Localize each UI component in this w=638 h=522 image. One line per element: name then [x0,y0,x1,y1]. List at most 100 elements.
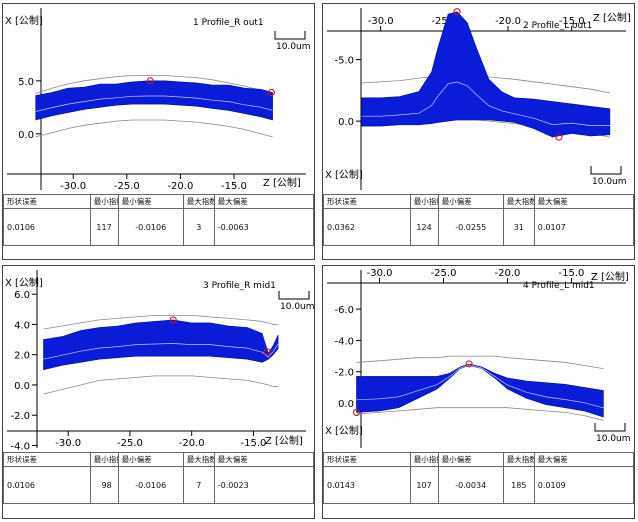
min-deviation-value: -0.0106 [117,466,184,504]
stat-header: 最大指数 [502,194,535,209]
stat-header: 最大偏差 [213,194,315,209]
x-tick-label: -30.0 [367,268,393,279]
y-tick-label: 0.0 [338,117,354,128]
y-tick-label: 6.0 [14,290,30,301]
stats-table: 形状误差 最小指数 最小偏差 最大指数 最大偏差 0.0362 124 -0.0… [323,194,635,259]
x-tick-label: -25.0 [117,438,143,449]
y-tick-label: -2.0 [334,368,354,379]
y-tick-label: 2.0 [14,351,30,362]
stats-table: 形状误差 最小指数 最小偏差 最大指数 最大偏差 0.0106 98 -0.01… [3,452,315,518]
profile-deviation-band [356,363,604,418]
x-tick-label: -25.0 [114,181,140,192]
stat-header: 最大指数 [182,194,215,209]
chart-panel-2: -30.0 -25.0 -20.0 -15.0 -5.0 0.0 2 Profile_L o… [322,3,635,260]
extreme-point-marker [453,8,461,16]
nominal-profile-line [361,81,610,126]
stats-value-row: 0.0106 117 -0.0106 3 -0.0063 [3,208,315,246]
max-index-value: 7 [182,466,215,504]
axis-label-bottom: Z [公制] [265,434,303,447]
max-deviation-value: 0.0107 [533,208,635,246]
x-tick-label: -20.0 [179,438,205,449]
y-tick-label: 5.0 [18,77,34,88]
x-tick-label: -20.0 [167,181,193,192]
chart-panel-3: -30.0 -25.0 -20.0 -15.0 6.0 4.0 2.0 0.0 -2.0 -4.0… [2,265,315,519]
reference-line-lower [356,407,604,421]
profile-deviation-band [35,80,273,121]
stat-header: 最大偏差 [533,452,635,467]
x-tick-label: -30.0 [60,181,86,192]
y-tick-label: 0.0 [14,381,30,392]
scale-bar [278,291,310,300]
axis-label-top: X [公制] [5,14,43,27]
x-tick-label: -25.0 [431,268,457,279]
scale-bar [590,166,622,175]
stats-table: 形状误差 最小指数 最小偏差 最大指数 最大偏差 0.0143 107 -0.0… [323,452,635,518]
x-tick-label: -20.0 [495,268,521,279]
stats-value-row: 0.0362 124 -0.0255 31 0.0107 [323,208,635,246]
chart-title: 2 Profile_L out1 [523,21,592,31]
y-tick-label: 4.0 [14,320,30,331]
min-index-value: 117 [89,208,119,246]
stat-header: 最小偏差 [117,452,184,467]
nominal-profile-line [35,95,273,112]
axis-label-top: X [公制] [5,276,43,289]
scale-bar [594,423,626,432]
stat-header: 最小偏差 [437,452,504,467]
min-index-value: 107 [409,466,439,504]
axis-label-bottom: Z [公制] [263,176,301,189]
form-error-value: 0.0106 [3,466,91,504]
y-tick-label: -4.0 [334,336,354,347]
max-index-value: 185 [502,466,535,504]
extreme-point-marker [352,408,361,416]
y-tick-label: -5.0 [334,56,354,67]
stat-header: 形状误差 [323,194,411,209]
stats-header-row: 形状误差 最小指数 最小偏差 最大指数 最大偏差 [3,194,315,209]
min-index-value: 98 [89,466,119,504]
min-index-value: 124 [409,208,439,246]
extreme-point-marker [555,133,563,141]
y-tick-label: -2.0 [10,411,30,422]
reference-line-upper [43,315,279,330]
scale-bar-label: 10.0um [276,42,311,52]
axis-label-top: Z [公制] [593,11,631,24]
reference-line-upper [356,355,604,369]
stat-header: 最小指数 [409,452,439,467]
stat-header: 形状误差 [3,194,91,209]
reference-line-lower [35,119,273,138]
y-tick-label: 0.0 [18,130,34,141]
extreme-point-marker [267,88,276,97]
stat-header: 最大偏差 [213,452,315,467]
chart-title: 4 Profile_L mid1 [523,281,595,291]
stats-table: 形状误差 最小指数 最小偏差 最大指数 最大偏差 0.0106 117 -0.0… [3,194,315,259]
axis-label-bottom: X [公制] [325,424,363,437]
stat-header: 最小指数 [89,194,119,209]
chart-panel-4: -30.0 -25.0 -20.0 -15.0 -6.0 -4.0 -2.0 0.0 4 Pro… [322,265,635,519]
plot-area: -30.0 -25.0 -20.0 -15.0 -6.0 -4.0 -2.0 0.0 4 Pro… [325,268,631,448]
extreme-point-marker [146,77,154,85]
chart-title: 1 Profile_R out1 [193,18,264,28]
scale-bar-label: 10.0um [280,302,314,312]
plot-area: -30.0 -25.0 -20.0 -15.0 -5.0 0.0 2 Profile_L o… [325,8,631,190]
stat-header: 最小指数 [409,194,439,209]
profile-deviation-band [43,319,279,371]
x-tick-label: -15.0 [559,16,585,27]
x-tick-label: -20.0 [495,16,521,27]
axis-label-bottom: X [公制] [325,168,363,181]
stat-header: 形状误差 [3,452,91,467]
stats-header-row: 形状误差 最小指数 最小偏差 最大指数 最大偏差 [323,194,635,209]
stat-header: 最大指数 [182,452,215,467]
min-deviation-value: -0.0034 [437,466,504,504]
min-deviation-value: -0.0106 [117,208,184,246]
stat-header: 最小偏差 [437,194,504,209]
profile-deviation-band [361,11,611,138]
plot-area: -30.0 -25.0 -20.0 -15.0 6.0 4.0 2.0 0.0 -2.0 -4.0… [5,270,314,452]
y-tick-label: -4.0 [10,441,30,452]
max-index-value: 3 [182,208,215,246]
stats-value-row: 0.0106 98 -0.0106 7 -0.0023 [3,466,315,504]
max-deviation-value: -0.0063 [213,208,315,246]
reference-line-lower [43,375,279,395]
x-tick-label: -30.0 [55,438,81,449]
stat-header: 最小偏差 [117,194,184,209]
axis-label-top: Z [公制] [591,270,629,283]
x-tick-label: -15.0 [558,268,584,279]
